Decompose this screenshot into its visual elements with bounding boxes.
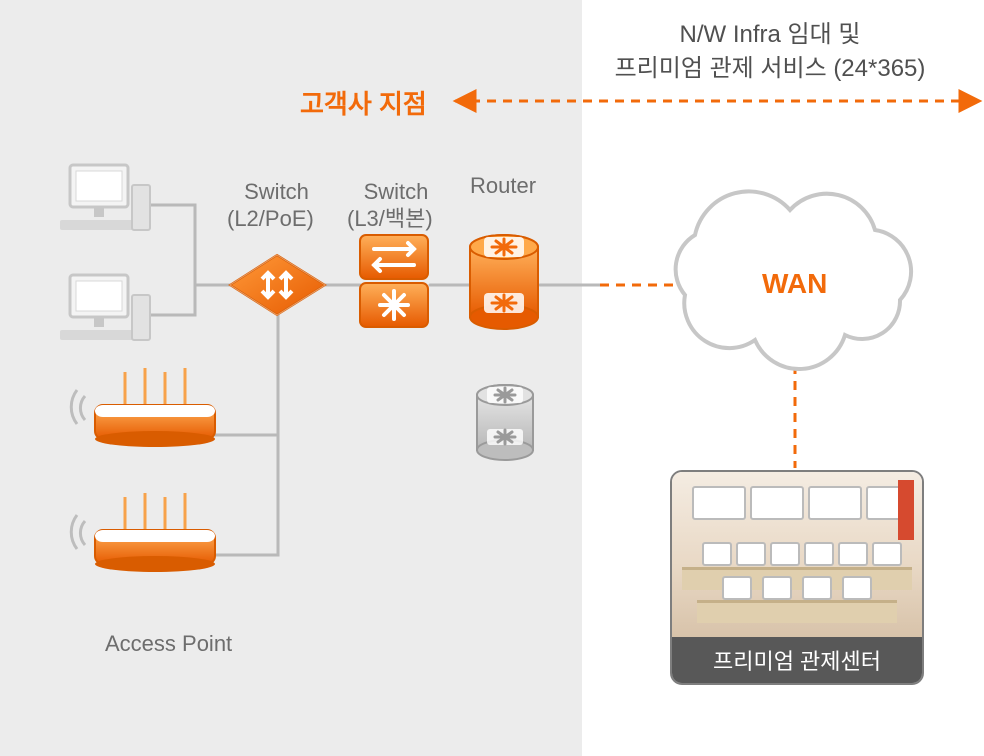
switch-l3-icon xyxy=(360,235,428,327)
switch-l2-icon xyxy=(230,255,325,315)
access-point-icon-2 xyxy=(71,493,215,572)
noc-image xyxy=(672,472,922,637)
noc-box: 프리미엄 관제센터 xyxy=(670,470,924,685)
pc-icon-1 xyxy=(60,165,150,230)
access-point-icon-1 xyxy=(71,368,215,447)
storage-icon xyxy=(477,385,533,460)
router-icon xyxy=(470,235,538,329)
noc-caption: 프리미엄 관제센터 xyxy=(672,637,922,683)
pc-icon-2 xyxy=(60,275,150,340)
wan-label: WAN xyxy=(762,268,827,300)
